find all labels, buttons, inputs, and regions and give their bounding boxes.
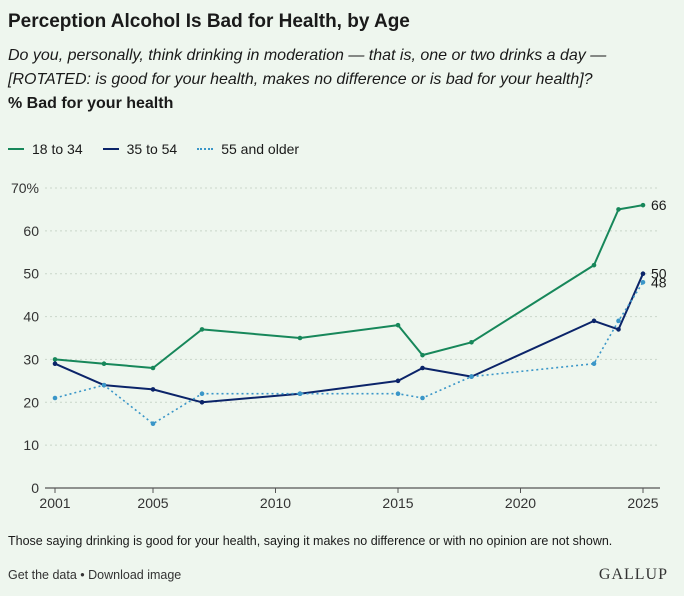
x-tick-label: 2010 bbox=[260, 495, 291, 511]
data-point bbox=[150, 421, 156, 427]
series-line-18-to-34 bbox=[54, 204, 644, 369]
y-tick-label: 70% bbox=[11, 180, 39, 196]
data-point bbox=[199, 399, 205, 405]
data-point bbox=[395, 378, 401, 384]
legend-label: 35 to 54 bbox=[126, 141, 178, 157]
data-point bbox=[297, 391, 303, 397]
y-tick-label: 40 bbox=[23, 309, 39, 325]
data-point bbox=[52, 361, 58, 367]
data-point bbox=[469, 374, 474, 379]
y-tick-label: 60 bbox=[23, 223, 39, 239]
legend-label: 18 to 34 bbox=[32, 141, 83, 157]
data-point bbox=[616, 318, 621, 324]
data-point bbox=[199, 391, 205, 397]
gallup-logo: GALLUP bbox=[598, 566, 668, 583]
legend-swatch bbox=[197, 148, 214, 150]
legend-item-35-to-54: 35 to 54 bbox=[102, 141, 178, 157]
data-point bbox=[640, 279, 646, 285]
legend-swatch bbox=[102, 148, 119, 150]
data-point bbox=[395, 391, 401, 397]
footer-links: Get the data • Download image bbox=[8, 568, 181, 582]
end-value-label: 48 bbox=[651, 274, 667, 290]
footnote: Those saying drinking is good for your h… bbox=[8, 534, 613, 548]
y-tick-label: 50 bbox=[23, 266, 39, 282]
data-point bbox=[52, 357, 58, 362]
x-tick-label: 2025 bbox=[627, 495, 658, 511]
data-point bbox=[616, 207, 621, 212]
metric-label: % Bad for your health bbox=[8, 95, 174, 112]
data-point bbox=[297, 335, 303, 341]
data-point bbox=[150, 365, 156, 371]
end-value-label: 66 bbox=[651, 197, 667, 213]
data-point bbox=[101, 382, 107, 388]
y-tick-label: 30 bbox=[23, 351, 39, 367]
series-line-35-to-54 bbox=[54, 273, 644, 404]
data-point bbox=[591, 262, 597, 268]
survey-question: Do you, personally, think drinking in mo… bbox=[8, 47, 607, 88]
footer-separator: • bbox=[76, 568, 89, 582]
data-point bbox=[591, 318, 597, 324]
data-point bbox=[420, 395, 425, 401]
x-tick-label: 2015 bbox=[382, 495, 413, 511]
chart-title: Perception Alcohol Is Bad for Health, by… bbox=[8, 11, 410, 32]
x-tick-label: 2005 bbox=[137, 495, 168, 511]
legend: 18 to 34 35 to 54 55 and older bbox=[8, 141, 319, 157]
line-chart: 0 10 20 30 40 50 60 70% 2001 2005 2010 2015 2020 2025… bbox=[11, 180, 667, 511]
x-tick-label: 2001 bbox=[39, 495, 70, 511]
y-tick-label: 0 bbox=[31, 480, 39, 496]
x-tick-label: 2020 bbox=[505, 495, 536, 511]
data-point bbox=[591, 361, 597, 367]
data-point bbox=[101, 361, 107, 367]
data-point bbox=[469, 339, 474, 345]
data-point bbox=[640, 271, 646, 277]
data-point bbox=[199, 327, 205, 332]
legend-swatch bbox=[8, 148, 24, 150]
data-point bbox=[420, 365, 425, 371]
series-line-55-and-older bbox=[54, 281, 644, 425]
legend-label: 55 and older bbox=[221, 141, 300, 157]
y-tick-label: 20 bbox=[23, 394, 39, 410]
data-point bbox=[150, 387, 156, 392]
y-tick-label: 10 bbox=[23, 437, 39, 453]
legend-item-18-to-34: 18 to 34 bbox=[8, 141, 83, 157]
get-data-link[interactable]: Get the data bbox=[8, 568, 77, 582]
data-point bbox=[52, 395, 58, 401]
data-point bbox=[395, 322, 401, 328]
download-image-link[interactable]: Download image bbox=[88, 568, 182, 582]
legend-item-55-and-older: 55 and older bbox=[197, 141, 299, 157]
data-point bbox=[640, 202, 646, 208]
data-point bbox=[616, 327, 621, 332]
end-value-label: 50 bbox=[651, 266, 667, 282]
data-point bbox=[420, 352, 425, 358]
